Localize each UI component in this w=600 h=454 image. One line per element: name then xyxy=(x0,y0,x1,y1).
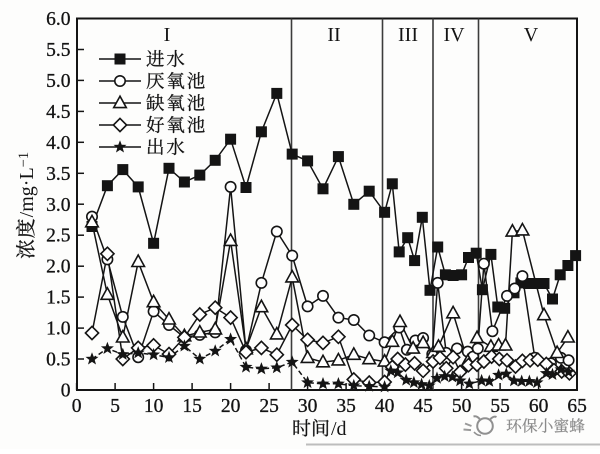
svg-text:0.5: 0.5 xyxy=(46,350,70,371)
svg-text:35: 35 xyxy=(336,396,356,417)
svg-text:6.0: 6.0 xyxy=(46,9,70,30)
svg-text:1.0: 1.0 xyxy=(46,319,70,340)
svg-text:I: I xyxy=(164,24,171,46)
svg-text:5.0: 5.0 xyxy=(46,71,70,92)
svg-text:65: 65 xyxy=(567,396,587,417)
svg-text:/d: /d xyxy=(331,418,347,440)
svg-text:2.5: 2.5 xyxy=(46,226,70,247)
svg-text:0: 0 xyxy=(61,381,71,402)
svg-text:5.5: 5.5 xyxy=(46,40,70,61)
svg-text:2.0: 2.0 xyxy=(46,257,70,278)
svg-text:10: 10 xyxy=(144,396,164,417)
svg-text:40: 40 xyxy=(375,396,395,417)
svg-text:5: 5 xyxy=(110,396,120,417)
svg-text:20: 20 xyxy=(221,396,241,417)
svg-text:50: 50 xyxy=(452,396,472,417)
svg-text:0: 0 xyxy=(72,396,82,417)
svg-text:1.5: 1.5 xyxy=(46,288,70,309)
svg-text:4.0: 4.0 xyxy=(46,133,70,154)
svg-text:/mg·L−1: /mg·L−1 xyxy=(16,152,38,217)
svg-text:3.5: 3.5 xyxy=(46,164,70,185)
svg-text:II: II xyxy=(327,24,340,46)
svg-text:30: 30 xyxy=(298,396,318,417)
svg-text:45: 45 xyxy=(413,396,433,417)
svg-text:60: 60 xyxy=(529,396,549,417)
svg-text:IV: IV xyxy=(443,24,465,46)
svg-text:3.0: 3.0 xyxy=(46,195,70,216)
svg-text:V: V xyxy=(524,24,539,46)
svg-text:25: 25 xyxy=(259,396,279,417)
svg-text:55: 55 xyxy=(490,396,510,417)
svg-text:15: 15 xyxy=(182,396,202,417)
svg-text:III: III xyxy=(398,24,418,46)
svg-text:4.5: 4.5 xyxy=(46,102,70,123)
